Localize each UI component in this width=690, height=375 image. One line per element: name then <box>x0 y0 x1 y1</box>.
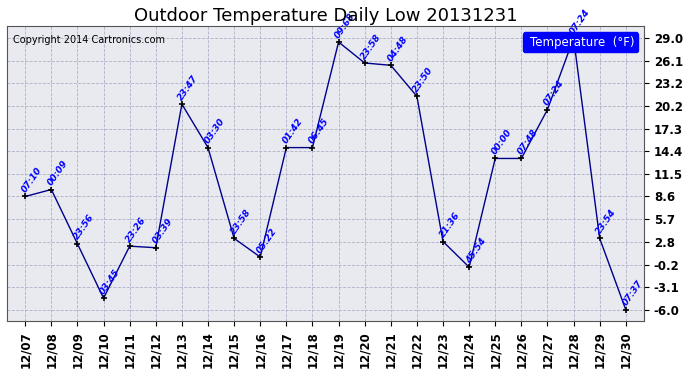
Text: 09:68: 09:68 <box>333 11 357 40</box>
Text: 00:00: 00:00 <box>490 128 514 156</box>
Text: 03:30: 03:30 <box>203 117 226 145</box>
Text: 03:39: 03:39 <box>150 217 175 245</box>
Text: 06:45: 06:45 <box>307 117 331 145</box>
Text: 03:45: 03:45 <box>98 267 122 296</box>
Text: 07:24: 07:24 <box>569 7 592 36</box>
Text: 21:36: 21:36 <box>437 211 462 239</box>
Text: 01:42: 01:42 <box>281 117 305 145</box>
Text: 23:50: 23:50 <box>412 65 435 94</box>
Text: 00:09: 00:09 <box>46 159 70 187</box>
Text: 23:47: 23:47 <box>177 73 200 102</box>
Text: 23:58: 23:58 <box>229 207 253 236</box>
Text: 23:54: 23:54 <box>594 207 618 236</box>
Text: Copyright 2014 Cartronics.com: Copyright 2014 Cartronics.com <box>13 35 166 45</box>
Text: 07:48: 07:48 <box>516 128 540 156</box>
Text: 07:37: 07:37 <box>620 279 644 308</box>
Text: 23:58: 23:58 <box>359 32 383 61</box>
Text: 23:26: 23:26 <box>124 215 148 244</box>
Text: 23:56: 23:56 <box>72 213 96 242</box>
Text: 05:22: 05:22 <box>255 226 279 255</box>
Text: 45:54: 45:54 <box>464 236 488 265</box>
Text: 07:24: 07:24 <box>542 79 566 107</box>
Text: 04:48: 04:48 <box>386 34 409 63</box>
Text: 07:10: 07:10 <box>20 165 43 194</box>
Title: Outdoor Temperature Daily Low 20131231: Outdoor Temperature Daily Low 20131231 <box>134 7 518 25</box>
Legend: Temperature  (°F): Temperature (°F) <box>523 32 638 53</box>
